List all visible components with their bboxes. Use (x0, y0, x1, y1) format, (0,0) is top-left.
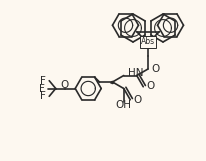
Text: O: O (150, 64, 158, 74)
Text: O: O (145, 81, 154, 91)
Text: F: F (40, 91, 46, 101)
Text: F: F (40, 76, 46, 86)
Text: O: O (60, 80, 69, 90)
Text: HN: HN (127, 67, 143, 77)
Text: OH: OH (115, 100, 131, 110)
Text: O: O (133, 95, 141, 105)
Text: F: F (39, 84, 45, 94)
Text: Abs: Abs (140, 38, 154, 47)
